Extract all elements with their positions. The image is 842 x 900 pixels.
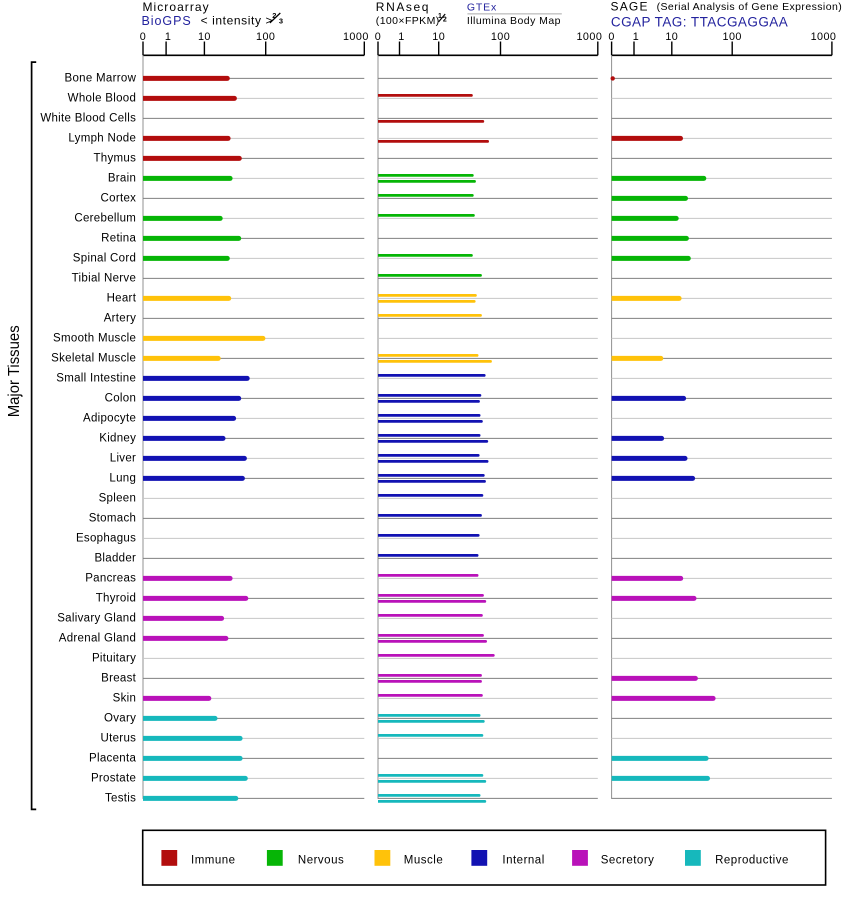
svg-text:Bladder: Bladder [94,553,136,565]
svg-text:Breast: Breast [101,673,137,685]
svg-text:Major Tissues: Major Tissues [6,325,23,417]
svg-text:Uterus: Uterus [101,733,137,745]
svg-text:1000: 1000 [343,31,369,43]
svg-text:Stomach: Stomach [89,513,136,525]
svg-text:10: 10 [198,31,211,43]
svg-text:Thymus: Thymus [93,153,136,165]
svg-text:Heart: Heart [107,293,137,305]
svg-text:Smooth Muscle: Smooth Muscle [53,333,136,345]
svg-text:1: 1 [633,31,639,43]
svg-text:Skeletal Muscle: Skeletal Muscle [51,353,136,365]
svg-text:White Blood Cells: White Blood Cells [40,113,136,125]
svg-text:Placenta: Placenta [89,753,136,765]
svg-text:Esophagus: Esophagus [76,533,136,545]
svg-text:Microarray: Microarray [143,0,210,14]
svg-text:Colon: Colon [105,393,137,405]
svg-text:Tibial Nerve: Tibial Nerve [72,273,137,285]
svg-text:Brain: Brain [108,173,136,185]
svg-text:GTEx: GTEx [467,2,497,14]
svg-text:Prostate: Prostate [91,773,136,785]
svg-text:Adrenal Gland: Adrenal Gland [59,633,136,645]
svg-text:SAGE: SAGE [611,0,649,14]
svg-text:1: 1 [165,31,171,43]
svg-text:Immune: Immune [191,854,236,866]
svg-text:Internal: Internal [502,854,544,866]
svg-text:10: 10 [665,31,678,43]
svg-text:Cerebellum: Cerebellum [74,213,136,225]
svg-text:1: 1 [398,31,404,43]
svg-text:Nervous: Nervous [298,854,344,866]
svg-text:0: 0 [608,31,614,43]
svg-text:0: 0 [140,31,146,43]
svg-text:(Serial Analysis of Gene Expre: (Serial Analysis of Gene Expression) [657,1,842,13]
svg-text:BioGPS: BioGPS [142,14,192,28]
svg-text:Skin: Skin [113,693,137,705]
svg-text:Kidney: Kidney [99,433,136,445]
svg-text:1: 1 [438,13,442,20]
svg-text:CGAP TAG: TTACGAGGAA: CGAP TAG: TTACGAGGAA [611,14,788,29]
svg-text:100: 100 [491,31,510,43]
svg-text:2: 2 [272,11,276,20]
svg-text:Retina: Retina [101,233,136,245]
svg-text:1000: 1000 [811,31,837,43]
svg-text:Pancreas: Pancreas [85,573,136,585]
svg-text:3: 3 [279,16,283,25]
svg-text:RNAseq: RNAseq [376,0,430,14]
svg-text:Illumina Body Map: Illumina Body Map [467,15,561,27]
svg-text:Testis: Testis [105,793,136,805]
svg-text:Lymph Node: Lymph Node [68,133,136,145]
svg-text:2: 2 [443,17,447,24]
svg-text:100: 100 [723,31,742,43]
svg-text:< intensity >: < intensity > [201,14,274,28]
svg-text:Salivary Gland: Salivary Gland [57,613,136,625]
svg-text:Small Intestine: Small Intestine [56,373,136,385]
svg-text:Secretory: Secretory [601,854,655,866]
svg-text:Liver: Liver [110,453,136,465]
svg-text:Pituitary: Pituitary [92,653,136,665]
svg-text:Spinal Cord: Spinal Cord [73,253,136,265]
svg-text:Lung: Lung [109,473,136,485]
svg-text:0: 0 [375,31,381,43]
svg-text:Ovary: Ovary [104,713,136,725]
svg-text:Reproductive: Reproductive [715,854,789,866]
svg-text:(100×FPKM): (100×FPKM) [376,15,440,27]
svg-text:Artery: Artery [104,313,136,325]
svg-text:10: 10 [432,31,445,43]
svg-text:Whole Blood: Whole Blood [68,93,137,105]
svg-text:Spleen: Spleen [99,493,137,505]
svg-text:100: 100 [256,31,275,43]
svg-text:Muscle: Muscle [404,854,443,866]
svg-text:Bone Marrow: Bone Marrow [64,73,136,85]
svg-text:Cortex: Cortex [101,193,137,205]
svg-text:Adipocyte: Adipocyte [83,413,136,425]
svg-text:Thyroid: Thyroid [96,593,136,605]
svg-text:1000: 1000 [576,31,602,43]
